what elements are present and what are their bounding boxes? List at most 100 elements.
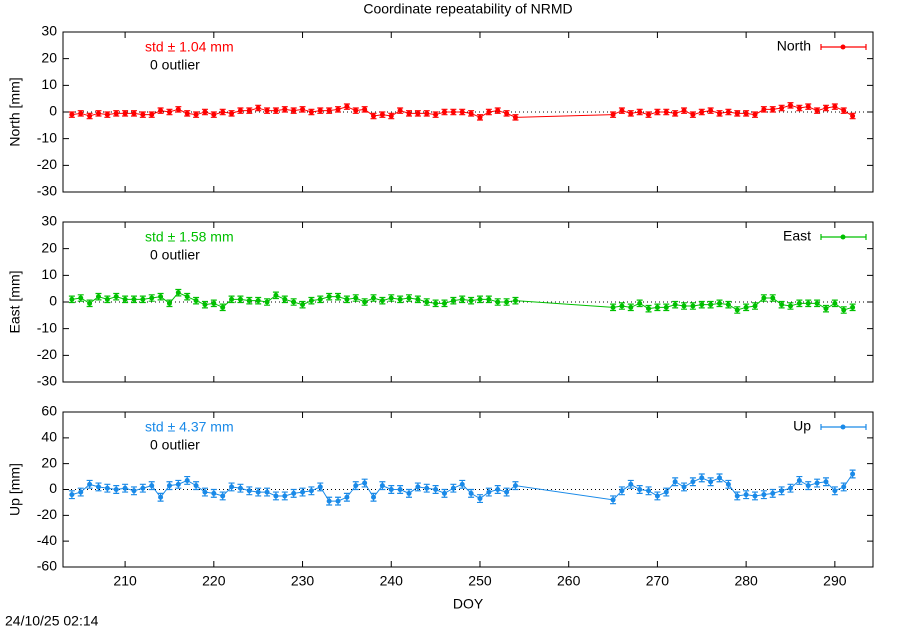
y-tick-label: -20	[37, 156, 57, 172]
data-point	[282, 493, 288, 499]
x-tick-label: 250	[468, 573, 492, 589]
data-point	[832, 488, 838, 494]
x-tick-label: 240	[380, 573, 404, 589]
data-point	[752, 303, 758, 309]
data-point	[220, 493, 226, 499]
data-point	[504, 489, 510, 495]
data-point	[761, 295, 767, 301]
data-point	[326, 108, 332, 114]
x-tick-label: 260	[557, 573, 581, 589]
y-tick-label: -60	[37, 558, 57, 574]
data-point	[211, 112, 217, 118]
data-point	[371, 494, 377, 500]
x-tick-label: 210	[113, 573, 137, 589]
data-point	[814, 480, 820, 486]
annotation: 0 outlier	[150, 437, 200, 453]
data-point	[371, 295, 377, 301]
data-point	[441, 109, 447, 115]
data-point	[379, 298, 385, 304]
data-point	[184, 477, 190, 483]
data-point	[353, 108, 359, 114]
data-point	[450, 485, 456, 491]
data-point	[734, 110, 740, 116]
annotation: 0 outlier	[150, 247, 200, 263]
data-point	[273, 292, 279, 298]
data-point	[450, 298, 456, 304]
legend-label: Up	[793, 418, 811, 434]
data-point	[628, 110, 634, 116]
data-point	[388, 113, 394, 119]
data-point	[273, 108, 279, 114]
legend-label: North	[777, 38, 811, 54]
annotation: 0 outlier	[150, 57, 200, 73]
data-point	[397, 487, 403, 492]
data-point	[699, 475, 705, 481]
data-point	[654, 493, 660, 499]
data-point	[610, 497, 616, 503]
data-point	[282, 296, 288, 302]
data-point	[264, 489, 270, 495]
data-point	[805, 483, 811, 489]
data-point	[841, 108, 847, 114]
data-point	[300, 302, 306, 308]
data-point	[406, 110, 412, 116]
data-point	[619, 303, 625, 309]
x-tick-label: 230	[291, 573, 315, 589]
y-tick-label: 20	[41, 454, 57, 470]
data-point	[166, 300, 172, 306]
data-point	[495, 108, 501, 114]
data-point	[796, 477, 802, 483]
data-point	[415, 110, 421, 116]
data-point	[805, 300, 811, 306]
data-point	[646, 306, 652, 312]
data-point	[761, 492, 767, 498]
y-tick-label: 10	[41, 76, 57, 92]
data-point	[610, 304, 616, 310]
x-tick-label: 290	[823, 573, 847, 589]
data-point	[477, 296, 483, 302]
data-point	[646, 488, 652, 494]
data-point	[619, 108, 625, 114]
data-point	[752, 112, 758, 118]
data-point	[344, 296, 350, 302]
data-point	[104, 296, 110, 302]
data-point	[779, 105, 785, 111]
data-point	[823, 306, 829, 312]
y-tick-label: 20	[41, 49, 57, 65]
y-tick-label: 30	[41, 23, 57, 39]
data-point	[335, 294, 341, 300]
data-point	[681, 303, 687, 309]
data-point	[113, 487, 119, 492]
data-point	[717, 300, 723, 306]
data-point	[175, 481, 181, 487]
data-point	[477, 496, 483, 502]
data-point	[237, 108, 243, 114]
data-point	[122, 485, 128, 491]
data-point	[468, 490, 474, 496]
data-point	[504, 299, 510, 305]
x-tick-label: 270	[646, 573, 670, 589]
data-point	[717, 110, 723, 116]
data-point	[220, 109, 226, 115]
data-point	[681, 484, 687, 490]
data-point	[628, 481, 634, 487]
data-point	[814, 300, 820, 306]
data-point	[805, 104, 811, 110]
y-tick-label: -30	[37, 183, 57, 199]
data-point	[69, 492, 75, 498]
data-point	[166, 109, 172, 115]
data-point	[353, 295, 359, 301]
data-point	[512, 114, 518, 120]
data-point	[308, 109, 314, 115]
y-axis-label: North [mm]	[7, 77, 23, 146]
data-point	[140, 296, 146, 302]
data-point	[699, 302, 705, 308]
data-point	[690, 479, 696, 485]
data-point	[495, 487, 501, 492]
data-point	[433, 112, 439, 118]
data-point	[646, 112, 652, 118]
data-point	[87, 481, 93, 487]
data-point	[264, 108, 270, 114]
data-point	[406, 295, 412, 301]
